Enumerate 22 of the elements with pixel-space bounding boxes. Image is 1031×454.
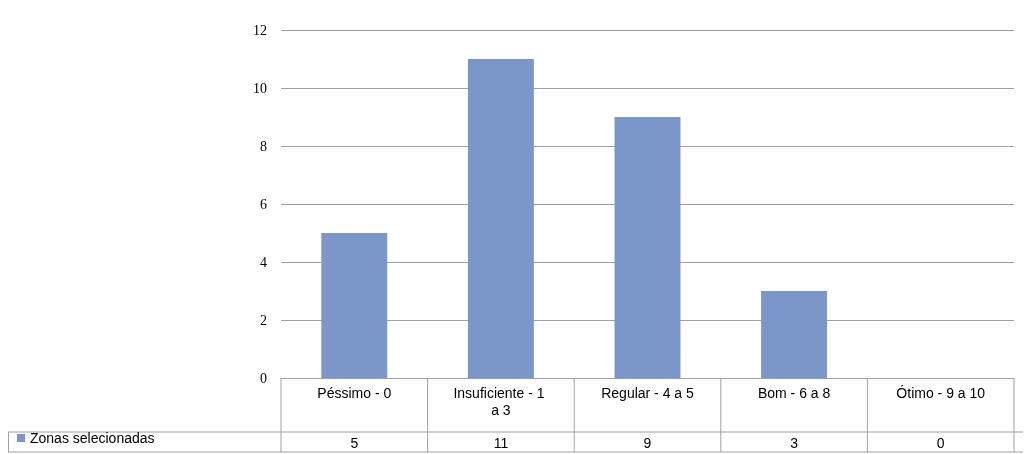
y-tick-label: 12 xyxy=(253,22,267,38)
bar xyxy=(467,59,534,378)
data-label: 9 xyxy=(643,435,652,451)
y-tick-label: 10 xyxy=(253,80,267,96)
x-tick-label: Regular - 4 a 5 xyxy=(601,384,695,401)
y-tick-label: 6 xyxy=(260,196,267,212)
y-tick-label: 8 xyxy=(260,138,267,154)
x-tick-label: Bom - 6 a 8 xyxy=(757,384,831,401)
y-tick-label: 4 xyxy=(260,254,267,270)
x-tick-label: Insuficiente - 1 a 3 xyxy=(453,384,549,418)
data-label: 11 xyxy=(493,435,509,451)
data-label: 0 xyxy=(936,435,945,451)
bar xyxy=(321,233,388,378)
bar xyxy=(761,291,828,378)
x-tick-label: Ótimo - 9 a 10 xyxy=(896,384,986,401)
legend-label: Zonas selecionadas xyxy=(30,430,155,446)
data-label: 3 xyxy=(790,435,799,451)
x-tick-label: Péssimo - 0 xyxy=(317,384,392,401)
y-tick-label: 0 xyxy=(260,370,267,386)
data-label: 5 xyxy=(350,435,359,451)
bar xyxy=(614,117,681,378)
y-tick-label: 2 xyxy=(260,312,267,328)
